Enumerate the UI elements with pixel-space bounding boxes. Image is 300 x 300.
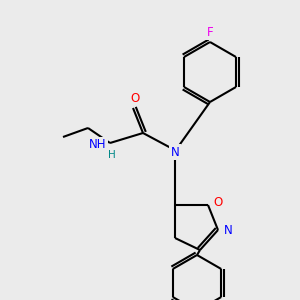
Text: O: O	[130, 92, 140, 104]
Text: H: H	[108, 150, 116, 160]
Text: N: N	[224, 224, 232, 236]
Text: O: O	[213, 196, 223, 209]
Text: F: F	[207, 26, 213, 38]
Text: NH: NH	[88, 139, 106, 152]
Text: N: N	[171, 146, 179, 158]
